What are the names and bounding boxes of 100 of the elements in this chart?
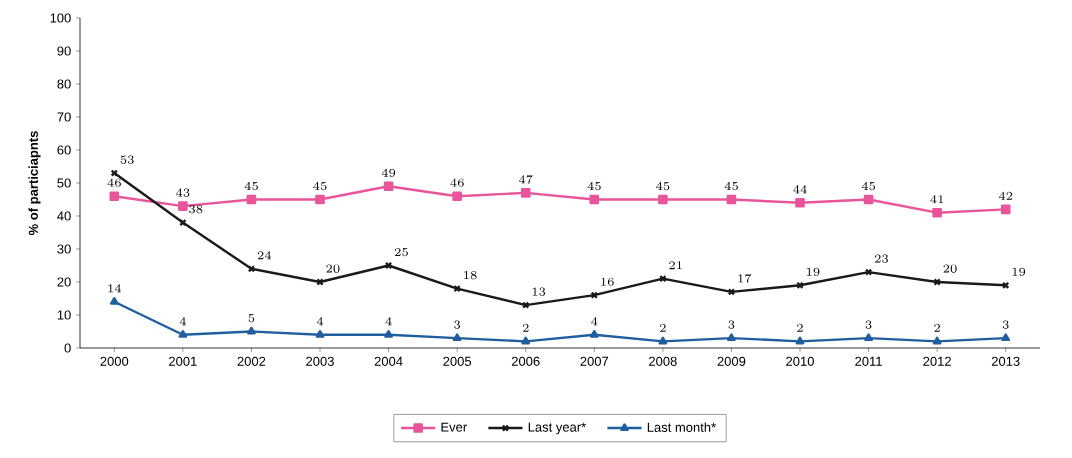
data-label: 20 [326, 264, 340, 273]
data-label: 45 [724, 181, 738, 191]
data-label: 2 [934, 323, 940, 332]
data-label: 19 [806, 267, 820, 277]
point [246, 194, 257, 205]
point [1001, 333, 1011, 342]
data-label: 47 [518, 175, 533, 184]
data-label: 19 [1012, 267, 1026, 277]
x-tick-label: 2009 [717, 356, 746, 366]
y-tick-label: 20 [57, 277, 71, 287]
x-tick-label: 2007 [580, 356, 609, 366]
legend-label: Ever [441, 422, 467, 432]
data-label: 45 [861, 181, 876, 191]
y-tick-label: 90 [57, 46, 71, 56]
x-tick-label: 2010 [786, 356, 814, 366]
point [932, 207, 942, 218]
data-label: 2 [660, 323, 666, 332]
data-label: 4 [385, 317, 392, 326]
x-tick-label: 2000 [100, 356, 129, 366]
data-label: 20 [943, 264, 957, 273]
point [658, 194, 668, 205]
y-tick-label: 70 [57, 112, 71, 122]
data-label: 38 [189, 205, 203, 214]
x-tick-label: 2013 [991, 356, 1020, 366]
point [247, 326, 256, 335]
data-label: 45 [313, 181, 327, 191]
data-label: 3 [728, 320, 735, 329]
data-label: 16 [601, 277, 614, 286]
data-label: 4 [179, 317, 186, 326]
point [589, 194, 600, 205]
data-label: 3 [1002, 320, 1009, 329]
data-label: 46 [107, 178, 121, 187]
data-label: 45 [244, 181, 258, 191]
point [863, 194, 874, 205]
x-tick-label: 2011 [855, 356, 882, 366]
y-tick-label: 60 [57, 145, 71, 155]
data-label: 44 [793, 185, 807, 194]
data-label: 53 [120, 155, 134, 164]
legend-label: Last year* [528, 422, 586, 435]
data-label: 45 [587, 181, 601, 191]
point [452, 333, 462, 342]
y-tick-label: 30 [57, 244, 71, 254]
x-tick-label: 2006 [511, 356, 540, 366]
data-label: 41 [930, 195, 944, 204]
data-label: 4 [316, 317, 324, 326]
legend-label: Last month* [647, 422, 716, 432]
point [589, 329, 599, 338]
point [315, 329, 325, 338]
data-label: 46 [450, 178, 464, 187]
x-tick-label: 2008 [649, 356, 677, 366]
data-label: 2 [797, 323, 803, 332]
y-tick-label: 80 [57, 79, 71, 89]
data-label: 14 [108, 284, 122, 293]
point [726, 194, 737, 205]
point [520, 188, 531, 198]
x-tick-label: 2012 [923, 356, 951, 366]
point [384, 329, 393, 338]
data-label: 13 [532, 287, 546, 296]
data-label: 4 [591, 317, 598, 326]
x-tick-label: 2003 [306, 356, 334, 366]
point [727, 333, 736, 342]
point [521, 336, 531, 345]
data-label: 25 [394, 247, 408, 257]
point [452, 191, 462, 201]
y-tick-label: 0 [64, 343, 71, 353]
point [178, 329, 188, 338]
data-label: 24 [257, 251, 272, 260]
point [795, 336, 805, 345]
x-tick-label: 2004 [374, 356, 403, 366]
data-label: 2 [522, 323, 529, 332]
data-label: 49 [381, 168, 396, 178]
data-label: 43 [176, 188, 190, 197]
point [795, 197, 805, 208]
point [315, 194, 325, 205]
point [109, 191, 120, 201]
data-label: 18 [464, 271, 477, 280]
data-label: 21 [669, 261, 682, 270]
point [658, 336, 668, 345]
x-tick-label: 2005 [443, 356, 472, 366]
data-label: 5 [248, 313, 255, 323]
point [932, 336, 942, 345]
data-label: 17 [738, 274, 752, 283]
x-tick-label: 2001 [169, 356, 197, 366]
point [864, 333, 873, 342]
data-label: 23 [874, 254, 888, 263]
point [383, 181, 394, 192]
y-tick-label: 50 [57, 178, 71, 188]
y-tick-label: 40 [57, 211, 71, 221]
point [109, 296, 119, 305]
point [864, 268, 873, 276]
data-label: 42 [998, 191, 1013, 200]
data-label: 3 [865, 320, 872, 329]
data-label: 45 [656, 181, 670, 191]
y-axis-title: % of particiapnts [28, 131, 41, 236]
point [1000, 204, 1011, 215]
data-label: 3 [454, 320, 461, 329]
point [178, 201, 188, 211]
x-tick-label: 2002 [237, 356, 266, 366]
y-tick-label: 10 [57, 310, 71, 320]
y-tick-label: 100 [50, 13, 71, 23]
